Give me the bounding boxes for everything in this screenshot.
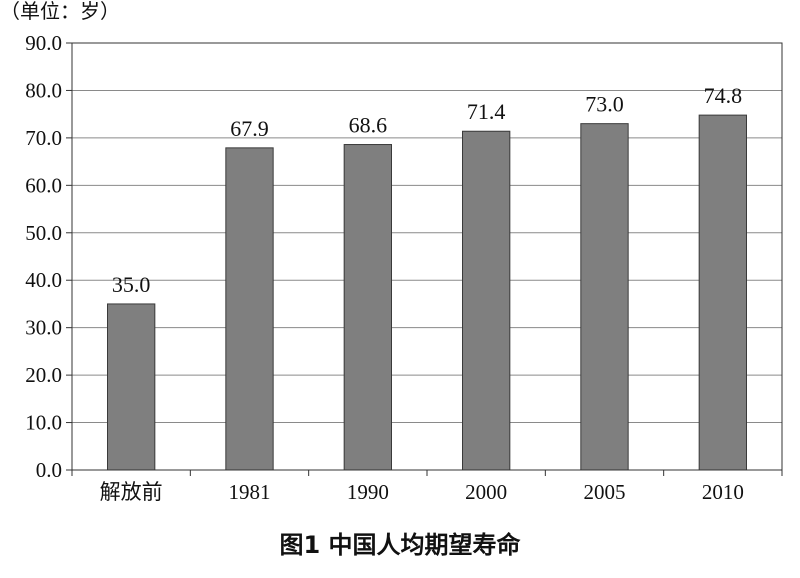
data-label: 74.8	[704, 83, 743, 108]
bar	[225, 147, 274, 471]
bar	[698, 114, 748, 471]
bars	[107, 114, 748, 471]
y-tick-label: 20.0	[25, 363, 62, 387]
y-axis-ticks: 0.0 10.0 20.0 30.0 40.0 50.0 60.0 70.0 80.0 90.0	[25, 31, 72, 482]
bar	[107, 303, 156, 471]
y-tick-label: 40.0	[25, 268, 62, 292]
x-axis-ticks: 解放前 1981 1990 2000 2005 2010	[71, 470, 783, 504]
bar	[462, 130, 511, 471]
data-label: 73.0	[585, 92, 624, 117]
data-label: 35.0	[112, 272, 151, 297]
y-tick-label: 50.0	[25, 221, 62, 245]
y-tick-label: 80.0	[25, 78, 62, 102]
gridlines	[72, 42, 782, 471]
data-label: 71.4	[467, 99, 506, 124]
x-tick-label: 2005	[584, 480, 626, 504]
data-labels: 35.0 67.9 68.6 71.4 73.0 74.8	[112, 83, 742, 297]
data-label: 67.9	[230, 116, 269, 141]
y-tick-label: 10.0	[25, 411, 62, 435]
y-tick-label: 0.0	[36, 458, 62, 482]
data-label: 68.6	[349, 113, 388, 138]
x-tick-label: 1981	[229, 480, 271, 504]
x-tick-label: 解放前	[100, 480, 163, 504]
y-tick-label: 60.0	[25, 173, 62, 197]
unit-label: （单位：岁）	[0, 0, 120, 23]
y-tick-label: 90.0	[25, 31, 62, 55]
y-tick-label: 70.0	[25, 126, 62, 150]
x-tick-label: 2000	[465, 480, 507, 504]
x-tick-label: 1990	[347, 480, 389, 504]
plot-frame	[71, 42, 783, 471]
chart-caption: 图1 中国人均期望寿命	[279, 531, 521, 559]
bar	[343, 144, 392, 471]
x-tick-label: 2010	[702, 480, 744, 504]
bar	[580, 123, 629, 471]
y-tick-label: 30.0	[25, 316, 62, 340]
